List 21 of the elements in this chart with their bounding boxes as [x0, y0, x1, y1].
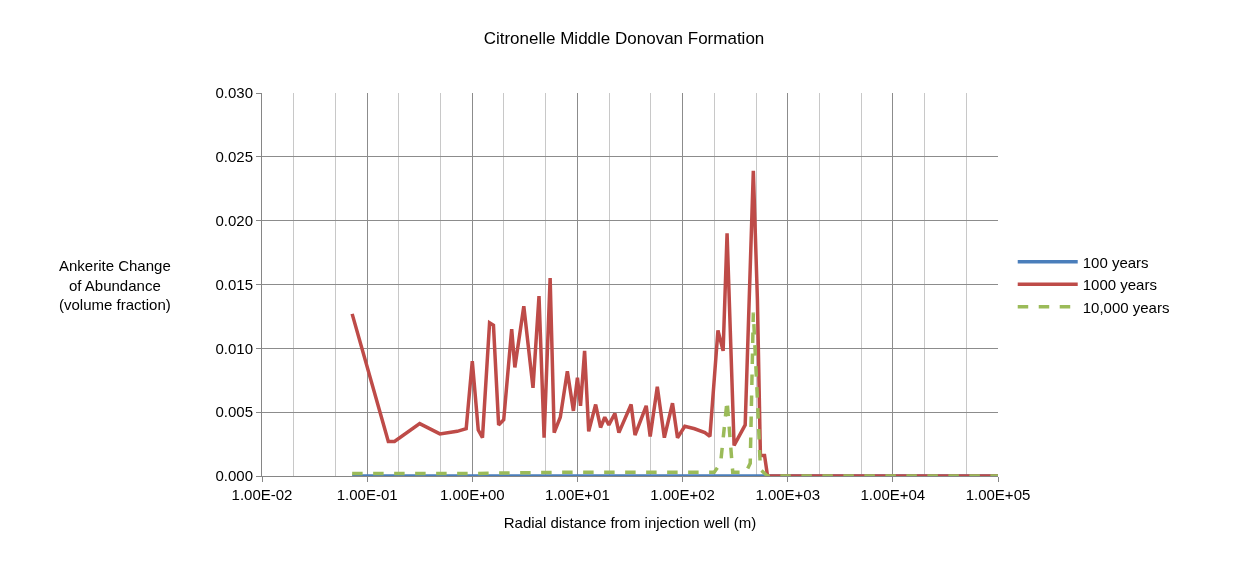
y-axis-title: Ankerite Change of Abundance (volume fraction)	[59, 257, 171, 313]
x-axis-title: Radial distance from injection well (m)	[503, 514, 757, 531]
y-tick-label: 0.015	[215, 275, 253, 293]
legend-label: 1000 years	[1082, 276, 1157, 294]
legend-label: 10,000 years	[1082, 298, 1170, 316]
y-tick-label: 0.005	[215, 403, 253, 421]
x-tick-label: 1.00E+03	[755, 486, 821, 503]
y-tick-label: 0.025	[215, 148, 253, 166]
legend-label: 100 years	[1082, 253, 1149, 271]
y-tick-label: 0.020	[215, 211, 253, 229]
y-tick-label: 0.010	[215, 339, 253, 357]
x-tick-label: 1.00E-02	[231, 486, 293, 503]
x-tick-label: 1.00E+04	[860, 486, 926, 503]
x-tick-label: 1.00E+00	[439, 486, 505, 503]
x-tick-label: 1.00E+05	[965, 486, 1031, 503]
x-tick-label: 1.00E+02	[650, 486, 715, 503]
x-tick-label: 1.00E+01	[545, 486, 610, 503]
chart-title: Citronelle Middle Donovan Formation	[483, 28, 765, 48]
x-tick-label: 1.00E-01	[336, 486, 398, 503]
y-tick-label: 0.000	[215, 467, 253, 485]
y-tick-label: 0.030	[215, 84, 253, 102]
